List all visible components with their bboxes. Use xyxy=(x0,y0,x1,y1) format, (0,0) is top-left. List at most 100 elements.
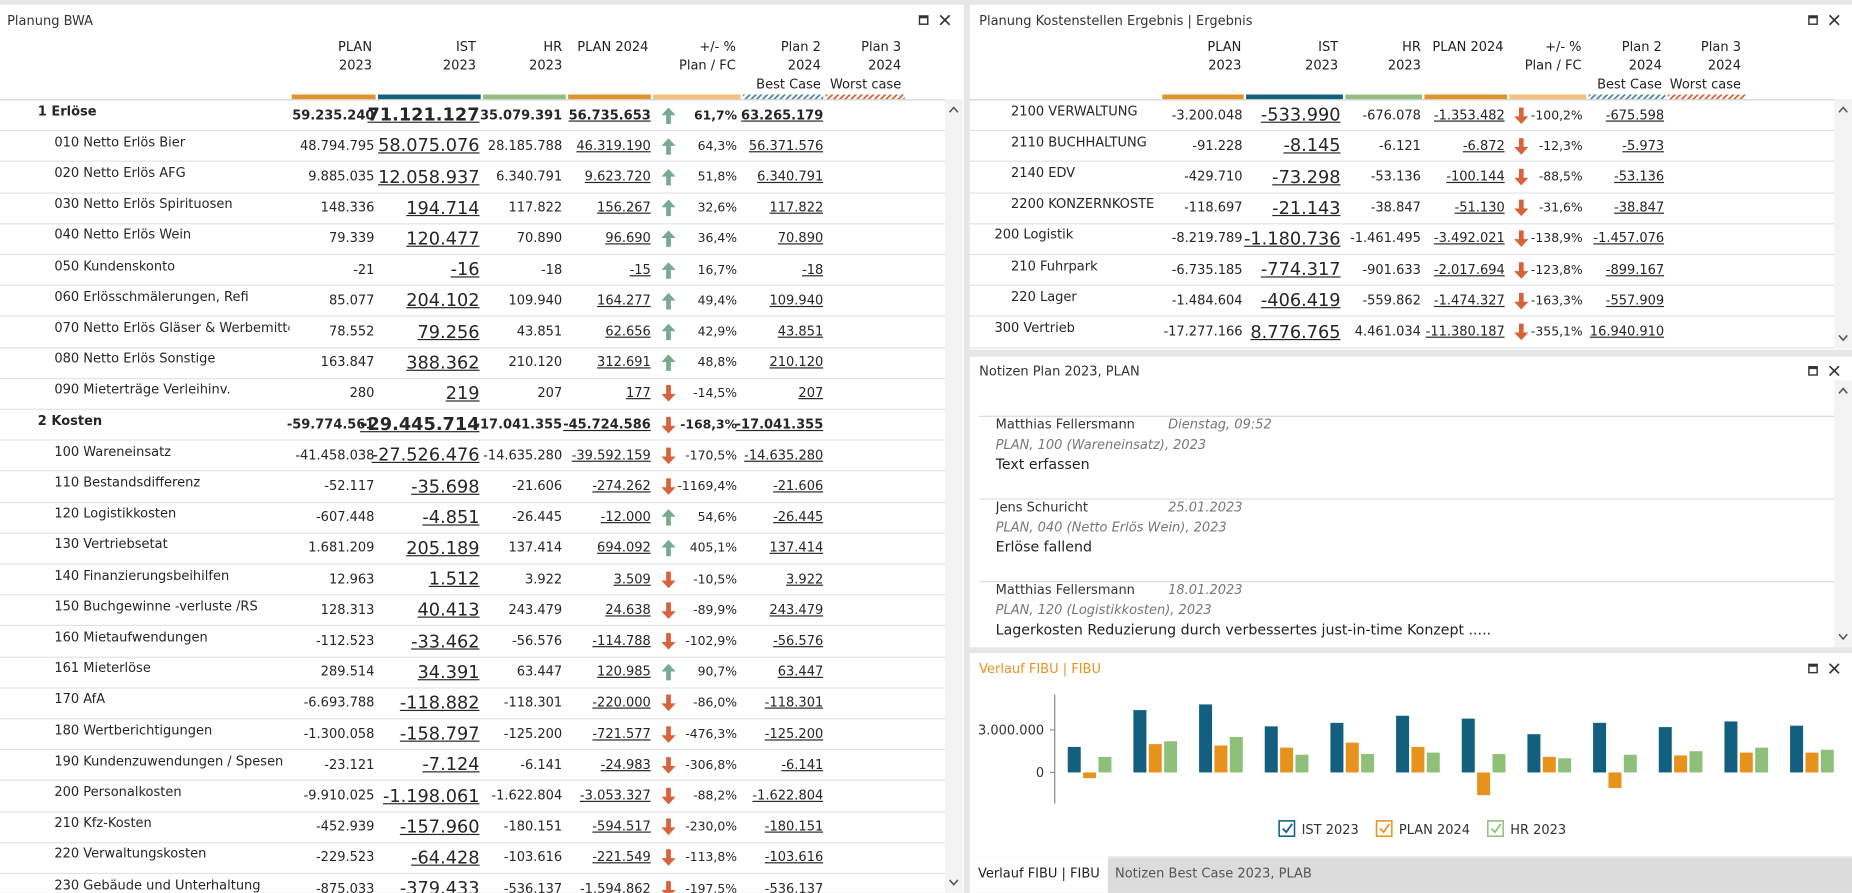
panel-title: Planung Kostenstellen Ergebnis | Ergebni… xyxy=(979,12,1253,29)
column-header: 2023 xyxy=(442,57,476,74)
cell: -51.130 xyxy=(1454,199,1505,216)
cell: -45.724.586 xyxy=(563,416,651,432)
row-divider xyxy=(0,192,945,194)
note-divider xyxy=(979,498,1835,500)
close-button[interactable] xyxy=(1828,14,1840,26)
arrow-down xyxy=(661,849,676,867)
tab-label[interactable]: Notizen Best Case 2023, PLAB xyxy=(1114,865,1312,882)
cell: 56.735.653 xyxy=(568,107,651,123)
legend-checkbox[interactable] xyxy=(1278,820,1296,838)
cell: 205.189 xyxy=(406,537,480,559)
trend-arrow xyxy=(661,787,676,805)
window-controls xyxy=(1808,365,1840,377)
row-label: 130 Vertriebsetat xyxy=(54,536,168,553)
panel-notes xyxy=(969,356,1852,648)
cell: -14.635.280 xyxy=(744,447,824,463)
cell: -6.735.185 xyxy=(1171,261,1243,278)
scroll-down[interactable] xyxy=(1838,334,1848,342)
cell: 71.121.127 xyxy=(367,104,480,126)
cell: -16 xyxy=(450,258,480,281)
cell: -56.576 xyxy=(512,633,563,649)
cell: -536.137 xyxy=(764,880,824,893)
cell: 405,1% xyxy=(689,541,738,556)
row-divider xyxy=(0,470,945,472)
trend-arrow xyxy=(661,230,676,248)
column-header: PLAN 2024 xyxy=(1432,38,1504,55)
bar xyxy=(1623,754,1637,773)
cell: -118.882 xyxy=(399,692,480,714)
row-divider xyxy=(969,130,1835,132)
maximize-button[interactable] xyxy=(918,15,929,25)
row-label: 2110 BUCHHALTUNG xyxy=(1011,134,1147,150)
cell: 79.256 xyxy=(417,320,480,342)
cell: -38.847 xyxy=(1370,199,1421,216)
row-divider xyxy=(969,284,1835,287)
cell: -31,6% xyxy=(1538,201,1583,216)
trend-arrow xyxy=(661,633,676,650)
bar xyxy=(1067,746,1081,773)
note-context: PLAN, 120 (Logistikkosten), 2023 xyxy=(995,602,1212,618)
legend-label: PLAN 2024 xyxy=(1399,823,1470,838)
column-header: 2023 xyxy=(1208,57,1242,74)
arrow-down xyxy=(661,725,676,743)
row-divider xyxy=(0,315,945,318)
cell: -875.033 xyxy=(315,880,375,893)
cell: 137.414 xyxy=(508,540,563,556)
cell: -21.606 xyxy=(773,478,824,494)
arrow-down xyxy=(661,818,676,836)
trend-arrow xyxy=(661,416,676,433)
legend-checkbox[interactable] xyxy=(1375,820,1393,838)
row-divider xyxy=(0,810,945,813)
cell: -100.144 xyxy=(1446,168,1505,185)
bar xyxy=(1345,742,1359,773)
note-author: Matthias Fellersmann xyxy=(995,582,1135,598)
cell: 204.102 xyxy=(406,289,480,311)
cell: -41.458.038 xyxy=(295,447,375,463)
cell: -86,0% xyxy=(693,696,738,711)
row-divider xyxy=(969,346,1835,348)
row-label: 080 Netto Erlös Sonstige xyxy=(54,351,216,367)
cell: -1.461.495 xyxy=(1350,230,1421,247)
cell: -29.445.714 xyxy=(360,413,480,435)
cell: 62.656 xyxy=(605,323,651,339)
trend-arrow xyxy=(661,818,676,836)
cell: -118.301 xyxy=(503,694,563,711)
close-button[interactable] xyxy=(1828,663,1840,674)
cell: -8.219.789 xyxy=(1171,230,1243,247)
note-divider xyxy=(979,581,1835,583)
tab-label[interactable]: Verlauf FIBU | FIBU xyxy=(977,865,1100,882)
scroll-down[interactable] xyxy=(1838,633,1848,641)
close-button[interactable] xyxy=(939,14,951,26)
cell: 96.690 xyxy=(605,230,651,247)
arrow-down xyxy=(661,478,676,495)
scroll-up[interactable] xyxy=(1838,106,1848,113)
maximize-button[interactable] xyxy=(1808,15,1818,25)
cell: 78.552 xyxy=(328,323,375,339)
trend-arrow xyxy=(661,385,676,403)
scroll-up[interactable] xyxy=(949,106,959,113)
arrow-up xyxy=(661,664,676,681)
bar xyxy=(1558,758,1572,773)
cell: -230,0% xyxy=(685,819,738,835)
row-label: 2200 KONZERNKOSTE xyxy=(1011,196,1155,212)
cell: -163,3% xyxy=(1530,293,1583,309)
bar xyxy=(1689,751,1703,773)
tab-active[interactable] xyxy=(969,856,1108,893)
scroll-up[interactable] xyxy=(1838,387,1848,394)
column-header: 2024 xyxy=(868,57,902,74)
cell: -899.167 xyxy=(1605,261,1665,278)
column-strip xyxy=(377,94,481,100)
legend-checkbox[interactable] xyxy=(1487,820,1504,838)
cell: 9.623.720 xyxy=(584,168,651,185)
cell: -113,8% xyxy=(685,850,738,866)
trend-arrow xyxy=(661,880,676,893)
column-strip xyxy=(1424,94,1508,100)
note-context: PLAN, 100 (Wareneinsatz), 2023 xyxy=(995,437,1207,453)
note-date: 18.01.2023 xyxy=(1168,582,1243,598)
bar xyxy=(1083,772,1097,779)
cell: -112.523 xyxy=(315,633,375,649)
scroll-down[interactable] xyxy=(949,879,959,886)
close-button[interactable] xyxy=(1828,365,1840,377)
cell: 3.922 xyxy=(525,571,563,587)
cell: 56.371.576 xyxy=(748,137,824,154)
